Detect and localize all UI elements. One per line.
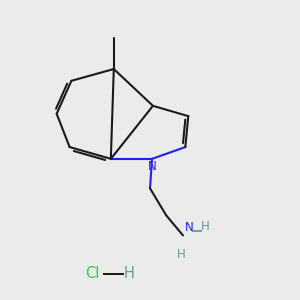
Text: H: H [201,220,210,233]
Text: Cl: Cl [85,266,100,281]
Text: H: H [124,266,135,281]
Text: H: H [177,248,186,261]
Text: N: N [184,221,193,234]
Text: N: N [148,160,156,173]
